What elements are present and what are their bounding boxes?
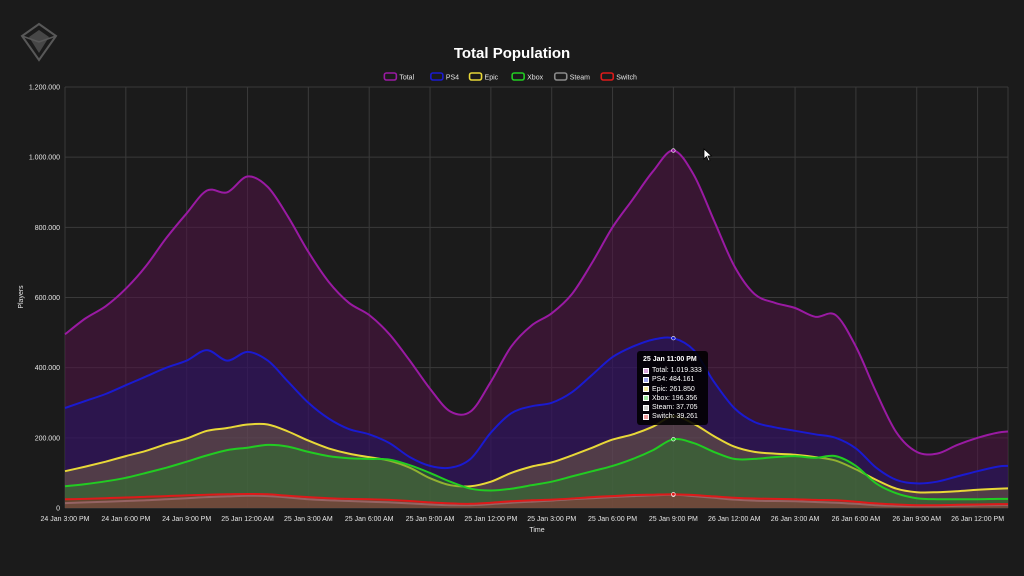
tooltip-row-epic: Epic: 261.850: [643, 385, 702, 394]
tooltip-label: Steam: 37.705: [652, 404, 698, 412]
x-tick-label: 25 Jan 6:00 PM: [588, 516, 637, 523]
tooltip-label: PS4: 484.161: [652, 376, 695, 384]
series-layer: [64, 149, 1009, 509]
x-tick-label: 25 Jan 3:00 AM: [284, 516, 333, 523]
tooltip-row-switch: Switch: 39.261: [643, 412, 702, 421]
tooltip-swatch: [643, 386, 649, 393]
y-tick-label: 200.000: [35, 435, 60, 442]
hover-point-switch: [671, 492, 676, 497]
tooltip-label: Switch: 39.261: [652, 413, 698, 421]
tooltip-row-ps4: PS4: 484.161: [643, 375, 702, 384]
x-axis-label: Time: [529, 527, 544, 534]
legend-label: Epic: [485, 75, 499, 82]
x-tick-label: 25 Jan 12:00 AM: [221, 516, 274, 523]
legend-item-total[interactable]: Total: [383, 72, 415, 82]
y-tick-label: 600.000: [35, 295, 60, 302]
series-area-steam: [65, 494, 1008, 508]
tooltip-swatch: [643, 395, 649, 402]
series-line-xbox: [64, 437, 1009, 501]
legend-swatch: [468, 72, 483, 81]
legend-item-epic[interactable]: Epic: [468, 72, 499, 82]
tooltip-row-steam: Steam: 37.705: [643, 403, 702, 412]
legend-item-ps4[interactable]: PS4: [430, 72, 459, 82]
legend-label: Total: [399, 75, 414, 82]
y-tick-label: 400.000: [35, 365, 60, 372]
x-tick-label: 26 Jan 12:00 PM: [951, 516, 1004, 523]
legend-label: PS4: [446, 75, 459, 82]
y-tick-label: 800.000: [35, 225, 60, 232]
x-tick-label: 26 Jan 12:00 AM: [708, 516, 761, 523]
x-tick-label: 25 Jan 12:00 PM: [464, 516, 517, 523]
x-tick-label: 26 Jan 6:00 AM: [832, 516, 881, 523]
series-line-switch: [64, 493, 1008, 507]
tooltip-title: 25 Jan 11:00 PM: [643, 356, 697, 363]
series-area-ps4: [65, 337, 1008, 508]
x-tick-label: 26 Jan 9:00 AM: [892, 516, 941, 523]
hover-point-total: [671, 148, 676, 153]
x-tick-label: 25 Jan 3:00 PM: [527, 516, 576, 523]
series-area-epic: [65, 416, 1008, 508]
data-tooltip: 25 Jan 11:00 PM Total: 1.019.333 PS4: 48…: [637, 351, 708, 426]
tooltip-swatch: [643, 404, 649, 411]
legend-label: Switch: [616, 75, 637, 82]
hover-point-ps4: [671, 336, 676, 341]
y-tick-label: 0: [56, 506, 60, 513]
mouse-cursor-icon: [703, 148, 713, 162]
series-area-xbox: [65, 438, 1008, 508]
legend-swatch: [553, 72, 568, 81]
y-tick-label: 1.200.000: [29, 85, 60, 92]
y-axis-ticks: 0 200.000 400.000 600.000 800.000 1.000.000 1.…: [29, 85, 60, 513]
x-tick-label: 24 Jan 3:00 PM: [40, 516, 89, 523]
legend-swatch: [430, 72, 444, 81]
logo-icon: [20, 22, 58, 62]
x-tick-label: 24 Jan 6:00 PM: [101, 516, 150, 523]
tooltip-swatch: [643, 367, 649, 374]
y-tick-label: 1.000.000: [29, 155, 60, 162]
tooltip-row-xbox: Xbox: 196.356: [643, 394, 702, 403]
x-tick-label: 24 Jan 9:00 PM: [162, 516, 211, 523]
legend-label: Xbox: [527, 75, 543, 82]
series-line-ps4: [64, 336, 1009, 485]
y-axis-label: Players: [18, 285, 25, 309]
tooltip-swatch: [643, 413, 649, 420]
chart-title: Total Population: [454, 45, 570, 62]
legend-swatch: [383, 72, 398, 81]
legend-label: Steam: [570, 75, 590, 82]
series-line-epic: [64, 415, 1009, 494]
legend[interactable]: Total PS4 Epic Xbox Steam Switch: [383, 72, 637, 82]
tooltip-row-total: Total: 1.019.333: [643, 366, 702, 375]
tooltip-label: Total: 1.019.333: [652, 367, 702, 375]
x-axis-ticks: 24 Jan 3:00 PM 24 Jan 6:00 PM 24 Jan 9:00 …: [40, 516, 1004, 523]
x-tick-label: 25 Jan 9:00 PM: [649, 516, 698, 523]
legend-swatch: [511, 72, 525, 81]
hover-point-xbox: [671, 437, 676, 442]
tooltip-swatch: [643, 377, 649, 383]
x-tick-label: 26 Jan 3:00 AM: [771, 516, 820, 523]
series-line-total: [64, 149, 1009, 456]
series-line-steam: [64, 493, 1009, 508]
legend-item-xbox[interactable]: Xbox: [511, 72, 544, 82]
legend-item-switch[interactable]: Switch: [600, 72, 637, 82]
tooltip-label: Xbox: 196.356: [652, 394, 698, 402]
legend-item-steam[interactable]: Steam: [553, 72, 590, 82]
x-tick-label: 25 Jan 9:00 AM: [406, 516, 455, 523]
tooltip-label: Epic: 261.850: [652, 385, 695, 393]
legend-swatch: [600, 72, 615, 81]
x-tick-label: 25 Jan 6:00 AM: [345, 516, 394, 523]
